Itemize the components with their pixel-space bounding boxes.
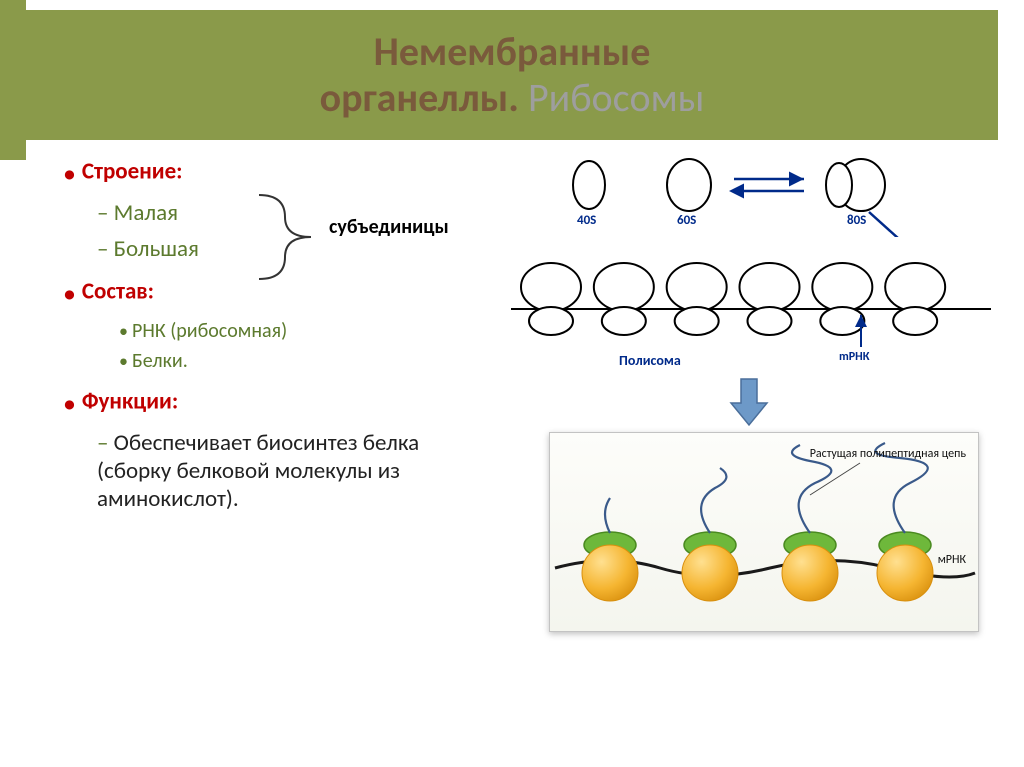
title-line2-strong: органеллы.	[320, 73, 519, 122]
title-line2-light: Рибосомы	[528, 73, 704, 122]
slide-title: Немембранные органеллы. Рибосомы	[320, 29, 705, 121]
title-band: Немембранные органеллы. Рибосомы	[26, 10, 998, 140]
heading-functions: Функции: Обеспечивает биосинтез белка (с…	[63, 387, 489, 513]
title-line1: Немембранные	[320, 29, 705, 75]
diagram-area: 40S 60S 80S Полисома mРНК	[499, 157, 985, 744]
label-mrna-bottom: мРНК	[938, 553, 966, 567]
label-peptide: Растущая полипептидная цепь	[810, 447, 966, 461]
accent-bar	[0, 0, 26, 160]
heading-composition: Состав: РНК (рибосомная) Белки.	[63, 277, 489, 373]
polysome-diagram	[511, 257, 991, 367]
brace-icon	[255, 187, 325, 287]
label-polysome: Полисома	[619, 352, 681, 369]
label-80s: 80S	[847, 213, 866, 228]
sub-proteins: Белки.	[119, 349, 489, 373]
sub-function: Обеспечивает биосинтез белка (сборку бел…	[97, 429, 489, 513]
translation-diagram: Растущая полипептидная цепь мРНК	[549, 432, 979, 632]
brace-label: субъединицы	[329, 215, 449, 239]
label-mrna-top: mРНК	[839, 350, 869, 364]
label-60s: 60S	[677, 213, 696, 228]
content-frame: Строение: Малая Большая Состав: РНК (риб…	[26, 146, 998, 757]
down-arrow-icon	[729, 377, 769, 427]
content-area: Строение: Малая Большая Состав: РНК (риб…	[49, 157, 985, 744]
label-40s: 40S	[577, 213, 596, 228]
sub-rna: РНК (рибосомная)	[119, 319, 489, 343]
